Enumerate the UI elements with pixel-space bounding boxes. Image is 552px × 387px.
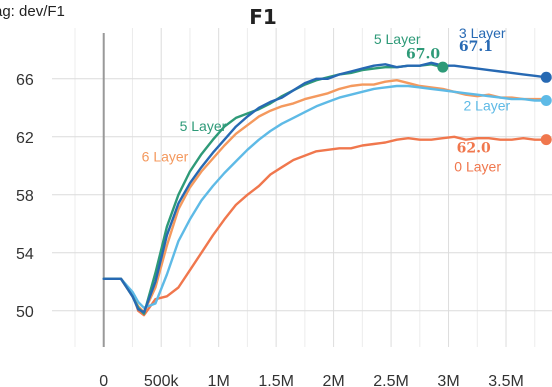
series-name-annotation: 3 Layer bbox=[459, 25, 506, 41]
x-tick-label: 1M bbox=[208, 373, 230, 387]
end-marker-0-layer bbox=[540, 134, 552, 146]
series-line-5-layer bbox=[102, 63, 444, 315]
x-tick-label: 0 bbox=[99, 373, 108, 387]
y-tick-label: 66 bbox=[16, 72, 34, 89]
series-name-annotation: 2 Layer bbox=[463, 98, 510, 114]
y-tick-label: 50 bbox=[16, 304, 34, 321]
value-annotation: 67.1 bbox=[459, 39, 493, 55]
series-name-annotation: 5 Layer bbox=[374, 31, 421, 47]
series-name-annotation: 5 Layer bbox=[180, 118, 227, 134]
end-marker-3-layer bbox=[540, 71, 552, 83]
value-annotation: 62.0 bbox=[457, 141, 491, 157]
series-line-2-layer bbox=[102, 84, 548, 309]
series-line-3-layer bbox=[102, 61, 548, 314]
x-tick-label: 3.5M bbox=[488, 373, 524, 387]
series-line-0-layer bbox=[102, 135, 548, 317]
x-tick-label: 2.5M bbox=[373, 373, 409, 387]
series-line-6-layer bbox=[102, 78, 548, 314]
y-tick-label: 62 bbox=[16, 130, 34, 147]
x-tick-label: 2M bbox=[322, 373, 344, 387]
series-name-annotation: 0 Layer bbox=[454, 159, 501, 175]
y-tick-label: 58 bbox=[16, 188, 34, 205]
y-tick-label: 54 bbox=[16, 246, 34, 263]
x-tick-label: 3M bbox=[437, 373, 459, 387]
end-marker-5-layer bbox=[437, 61, 449, 73]
x-tick-label: 1.5M bbox=[258, 373, 294, 387]
tag-label: ag: dev/F1 bbox=[0, 3, 65, 20]
end-marker-2-layer bbox=[540, 95, 552, 106]
chart-title: F1 bbox=[249, 5, 277, 29]
series-name-annotation: 6 Layer bbox=[142, 148, 189, 164]
value-annotation: 67.0 bbox=[406, 46, 440, 62]
x-tick-label: 500k bbox=[144, 373, 180, 387]
